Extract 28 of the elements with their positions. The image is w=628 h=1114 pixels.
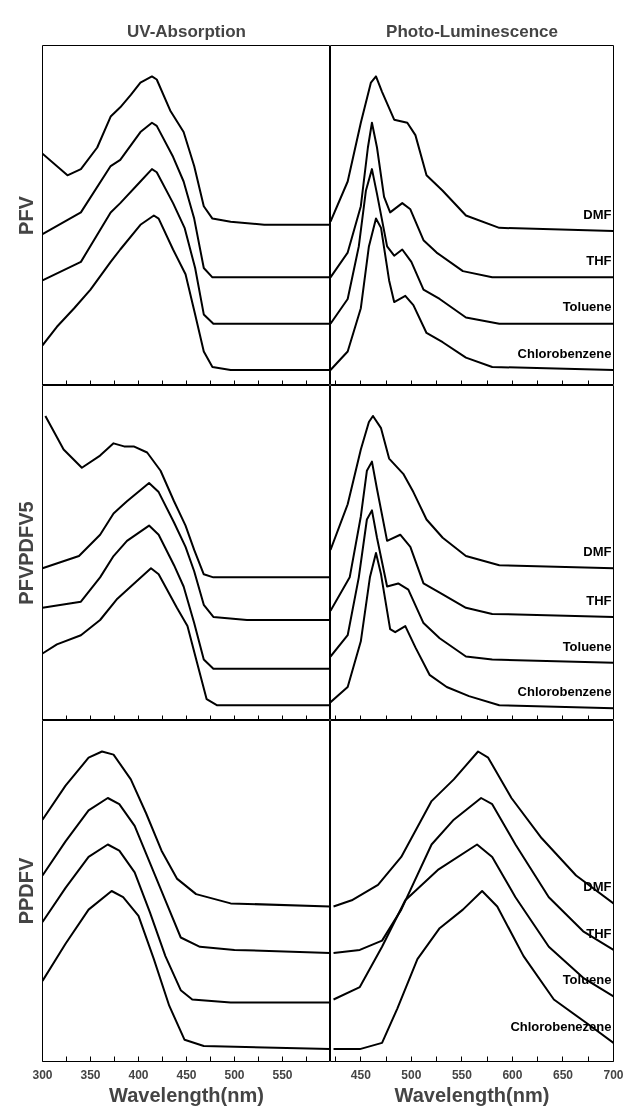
x-tick-label: 500 (224, 1067, 245, 1082)
x-tick-label: 350 (80, 1067, 101, 1082)
series-label: THF (586, 592, 612, 608)
x-tick-label: 650 (552, 1067, 574, 1082)
series-label: Toluene (562, 299, 612, 315)
y-axis-title: PPDFV (14, 857, 37, 925)
series-label: Toluene (562, 638, 612, 654)
chart-title: Photo-Luminescence (386, 21, 558, 41)
series-label: THF (586, 925, 612, 941)
x-tick-label: 400 (128, 1067, 149, 1082)
y-axis-title: PFV (14, 195, 37, 235)
x-axis-title: Wavelength(nm) (109, 1083, 264, 1106)
series-label: Chlorobenzene (517, 684, 612, 700)
x-tick-label: 700 (603, 1067, 624, 1082)
series-label: DMF (583, 544, 612, 560)
y-axis-title: PFVPDFV5 (14, 501, 37, 605)
x-tick-label: 450 (350, 1067, 372, 1082)
x-tick-label: 550 (451, 1067, 473, 1082)
x-tick-label: 450 (176, 1067, 197, 1082)
x-tick-label: 550 (272, 1067, 293, 1082)
chart-title: UV-Absorption (127, 21, 246, 41)
series-label: THF (586, 253, 612, 269)
series-label: Chlorobenzene (517, 345, 612, 361)
series-label: DMF (583, 206, 612, 222)
x-tick-label: 500 (401, 1067, 422, 1082)
x-tick-label: 600 (502, 1067, 523, 1082)
x-axis-title: Wavelength(nm) (394, 1083, 550, 1106)
x-tick-label: 300 (32, 1067, 53, 1082)
